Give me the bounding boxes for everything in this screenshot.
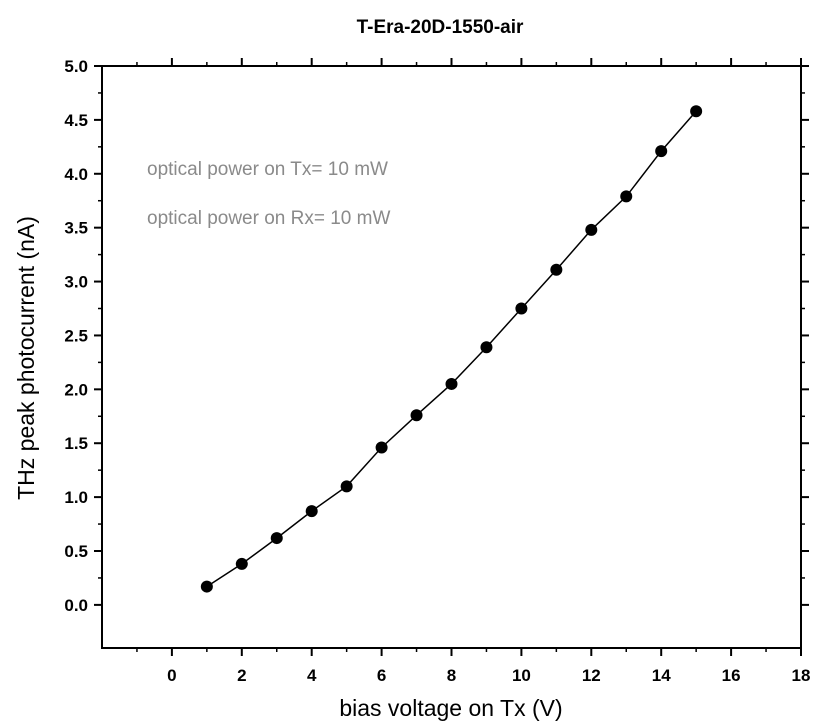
annotation-rx-power: optical power on Rx= 10 mW: [147, 208, 390, 229]
x-axis-label: bias voltage on Tx (V): [339, 695, 562, 721]
x-tick-label: 12: [582, 666, 601, 685]
data-point: [445, 377, 458, 390]
y-tick-labels: 0.0 0.5 1.0 1.5 2.0 2.5 3.0 3.5 4.0 4.5 5.0: [64, 57, 88, 615]
y-axis-label: THz peak photocurrent (nA): [13, 216, 39, 500]
x-tick-label: 8: [447, 666, 456, 685]
y-tick-label: 2.0: [64, 380, 88, 399]
data-point: [200, 580, 213, 593]
axis-ticks: [94, 58, 809, 656]
annotation-tx-power: optical power on Tx= 10 mW: [147, 159, 388, 180]
y-tick-label: 3.5: [64, 219, 88, 238]
data-point: [655, 145, 668, 158]
data-point: [515, 302, 528, 315]
y-tick-label: 1.0: [64, 488, 88, 507]
y-tick-label: 0.0: [64, 596, 88, 615]
y-tick-label: 2.5: [64, 326, 88, 345]
y-tick-label: 1.5: [64, 434, 88, 453]
data-point: [410, 409, 423, 422]
data-point: [585, 223, 598, 236]
x-tick-label: 4: [307, 666, 317, 685]
data-point: [480, 341, 493, 354]
x-tick-label: 14: [652, 666, 671, 685]
y-tick-label: 0.5: [64, 542, 88, 561]
plot-frame: [101, 65, 802, 649]
data-point: [550, 263, 563, 276]
y-tick-label: 3.0: [64, 273, 88, 292]
y-tick-label: 5.0: [64, 57, 88, 76]
data-point: [690, 105, 703, 118]
data-point: [340, 480, 353, 493]
chart-title: T-Era-20D-1550-air: [357, 17, 524, 38]
y-tick-label: 4.0: [64, 165, 88, 184]
data-point: [375, 441, 388, 454]
x-tick-label: 2: [237, 666, 246, 685]
x-tick-label: 16: [722, 666, 741, 685]
series-line: [206, 110, 697, 588]
data-point: [270, 532, 283, 545]
data-point: [235, 557, 248, 570]
data-point: [620, 190, 633, 203]
data-points: [200, 105, 703, 593]
x-tick-label: 6: [377, 666, 386, 685]
data-point: [305, 505, 318, 518]
x-tick-label: 0: [167, 666, 176, 685]
x-tick-label: 18: [792, 666, 811, 685]
x-tick-label: 10: [512, 666, 531, 685]
y-tick-label: 4.5: [64, 111, 88, 130]
x-tick-labels: 0 2 4 6 8 10 12 14 16 18: [167, 666, 810, 685]
